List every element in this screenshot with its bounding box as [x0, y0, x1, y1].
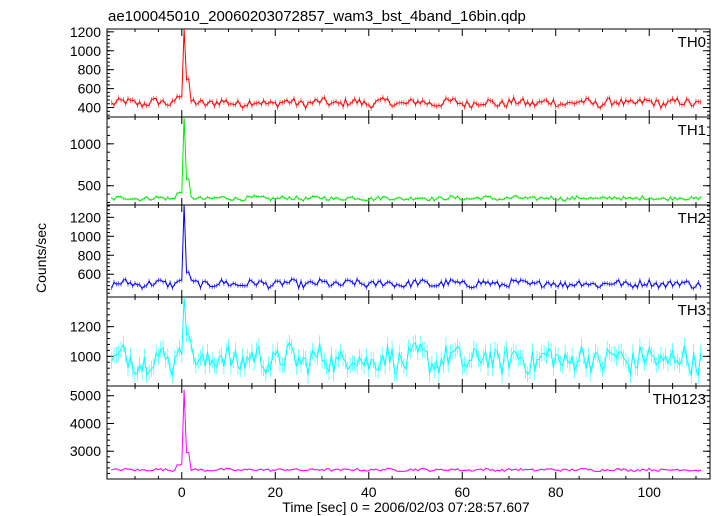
x-tick-label: 20: [267, 484, 283, 500]
y-tick-label: 4000: [70, 415, 101, 431]
y-tick-label: 800: [78, 62, 102, 78]
y-tick-label: 500: [78, 178, 102, 194]
x-tick-label: 60: [454, 484, 470, 500]
x-tick-label: 100: [638, 484, 662, 500]
y-tick-label: 1000: [70, 43, 101, 59]
series-line-th0123: [111, 390, 701, 473]
panel-th1: 500 1000 TH1: [70, 116, 711, 206]
series-error-bars: [111, 29, 702, 111]
x-tick-label: 0: [178, 484, 186, 500]
panel-label: TH3: [678, 302, 706, 319]
panels: 400 600 800 1000 1200 TH0 500 1000 TH1 600 800 1000…: [70, 24, 711, 480]
x-tick-label: 40: [361, 484, 377, 500]
series-line-th1: [111, 116, 702, 202]
panel-th3: 1000 1200 TH3: [70, 296, 711, 387]
panel-label: TH0: [678, 34, 706, 51]
panel-frame: [106, 116, 711, 206]
y-tick-label: 800: [78, 247, 102, 263]
chart-title: ae100045010_20060203072857_wam3_bst_4ban…: [108, 8, 526, 25]
y-tick-label: 1000: [70, 228, 101, 244]
series-error-bars: [111, 117, 702, 203]
panel-th0123: 3000 4000 5000 TH0123: [70, 385, 711, 480]
panel-th0: 400 600 800 1000 1200 TH0: [70, 24, 711, 118]
x-axis: 0 20 40 60 80 100: [178, 484, 661, 500]
x-axis-label: Time [sec] 0 = 2006/02/03 07:28:57.607: [282, 499, 530, 515]
y-tick-label: 1200: [70, 24, 101, 40]
series-line-th2: [111, 204, 702, 290]
series-line-th3: [111, 296, 702, 378]
y-tick-label: 600: [78, 81, 102, 97]
y-tick-label: 1000: [70, 136, 101, 152]
x-tick-label: 80: [548, 484, 564, 500]
panel-label: TH0123: [653, 391, 706, 408]
series-error-bars: [111, 389, 702, 473]
panel-label: TH1: [678, 122, 706, 139]
panel-frame: [106, 385, 711, 480]
series-error-bars: [111, 205, 702, 291]
y-tick-label: 400: [78, 100, 102, 116]
y-tick-label: 5000: [70, 388, 101, 404]
y-tick-label: 3000: [70, 443, 101, 459]
y-axis-label: Counts/sec: [33, 223, 49, 293]
series-error-bars: [111, 297, 702, 384]
series-line-th0: [111, 28, 701, 110]
y-tick-label: 600: [78, 266, 102, 282]
y-tick-label: 1200: [70, 319, 101, 335]
panel-th2: 600 800 1000 1200 TH2: [70, 204, 711, 298]
y-tick-label: 1200: [70, 209, 101, 225]
y-tick-label: 1000: [70, 348, 101, 364]
panel-label: TH2: [678, 210, 706, 227]
